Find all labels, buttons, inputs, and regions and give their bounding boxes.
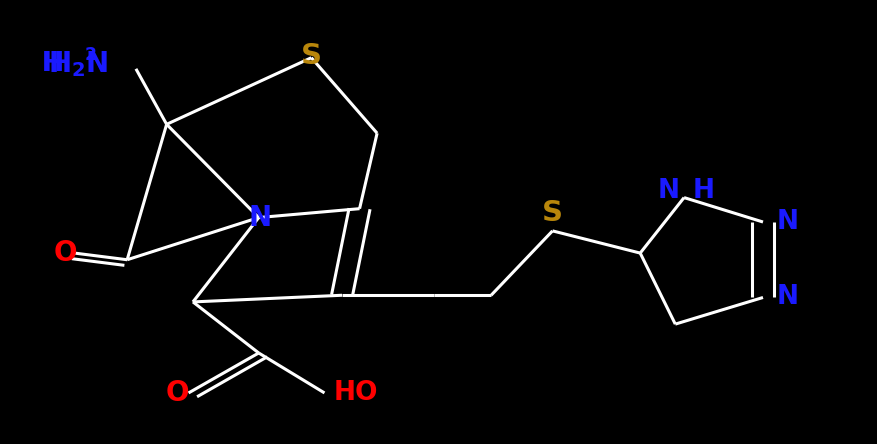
Text: N: N [776, 285, 798, 310]
Text: H: H [41, 52, 64, 77]
Text: 2: 2 [85, 46, 97, 64]
Text: N: N [776, 209, 798, 235]
Text: O: O [54, 239, 77, 267]
Text: S: S [301, 41, 322, 70]
Text: O: O [166, 379, 189, 407]
Text: N: N [249, 203, 272, 232]
Text: HO: HO [333, 380, 378, 406]
Text: S: S [542, 199, 563, 227]
Text: H: H [693, 178, 715, 204]
Text: N: N [658, 178, 680, 204]
Text: H: H [41, 52, 64, 77]
Text: $\mathregular{H_2N}$: $\mathregular{H_2N}$ [48, 49, 109, 79]
